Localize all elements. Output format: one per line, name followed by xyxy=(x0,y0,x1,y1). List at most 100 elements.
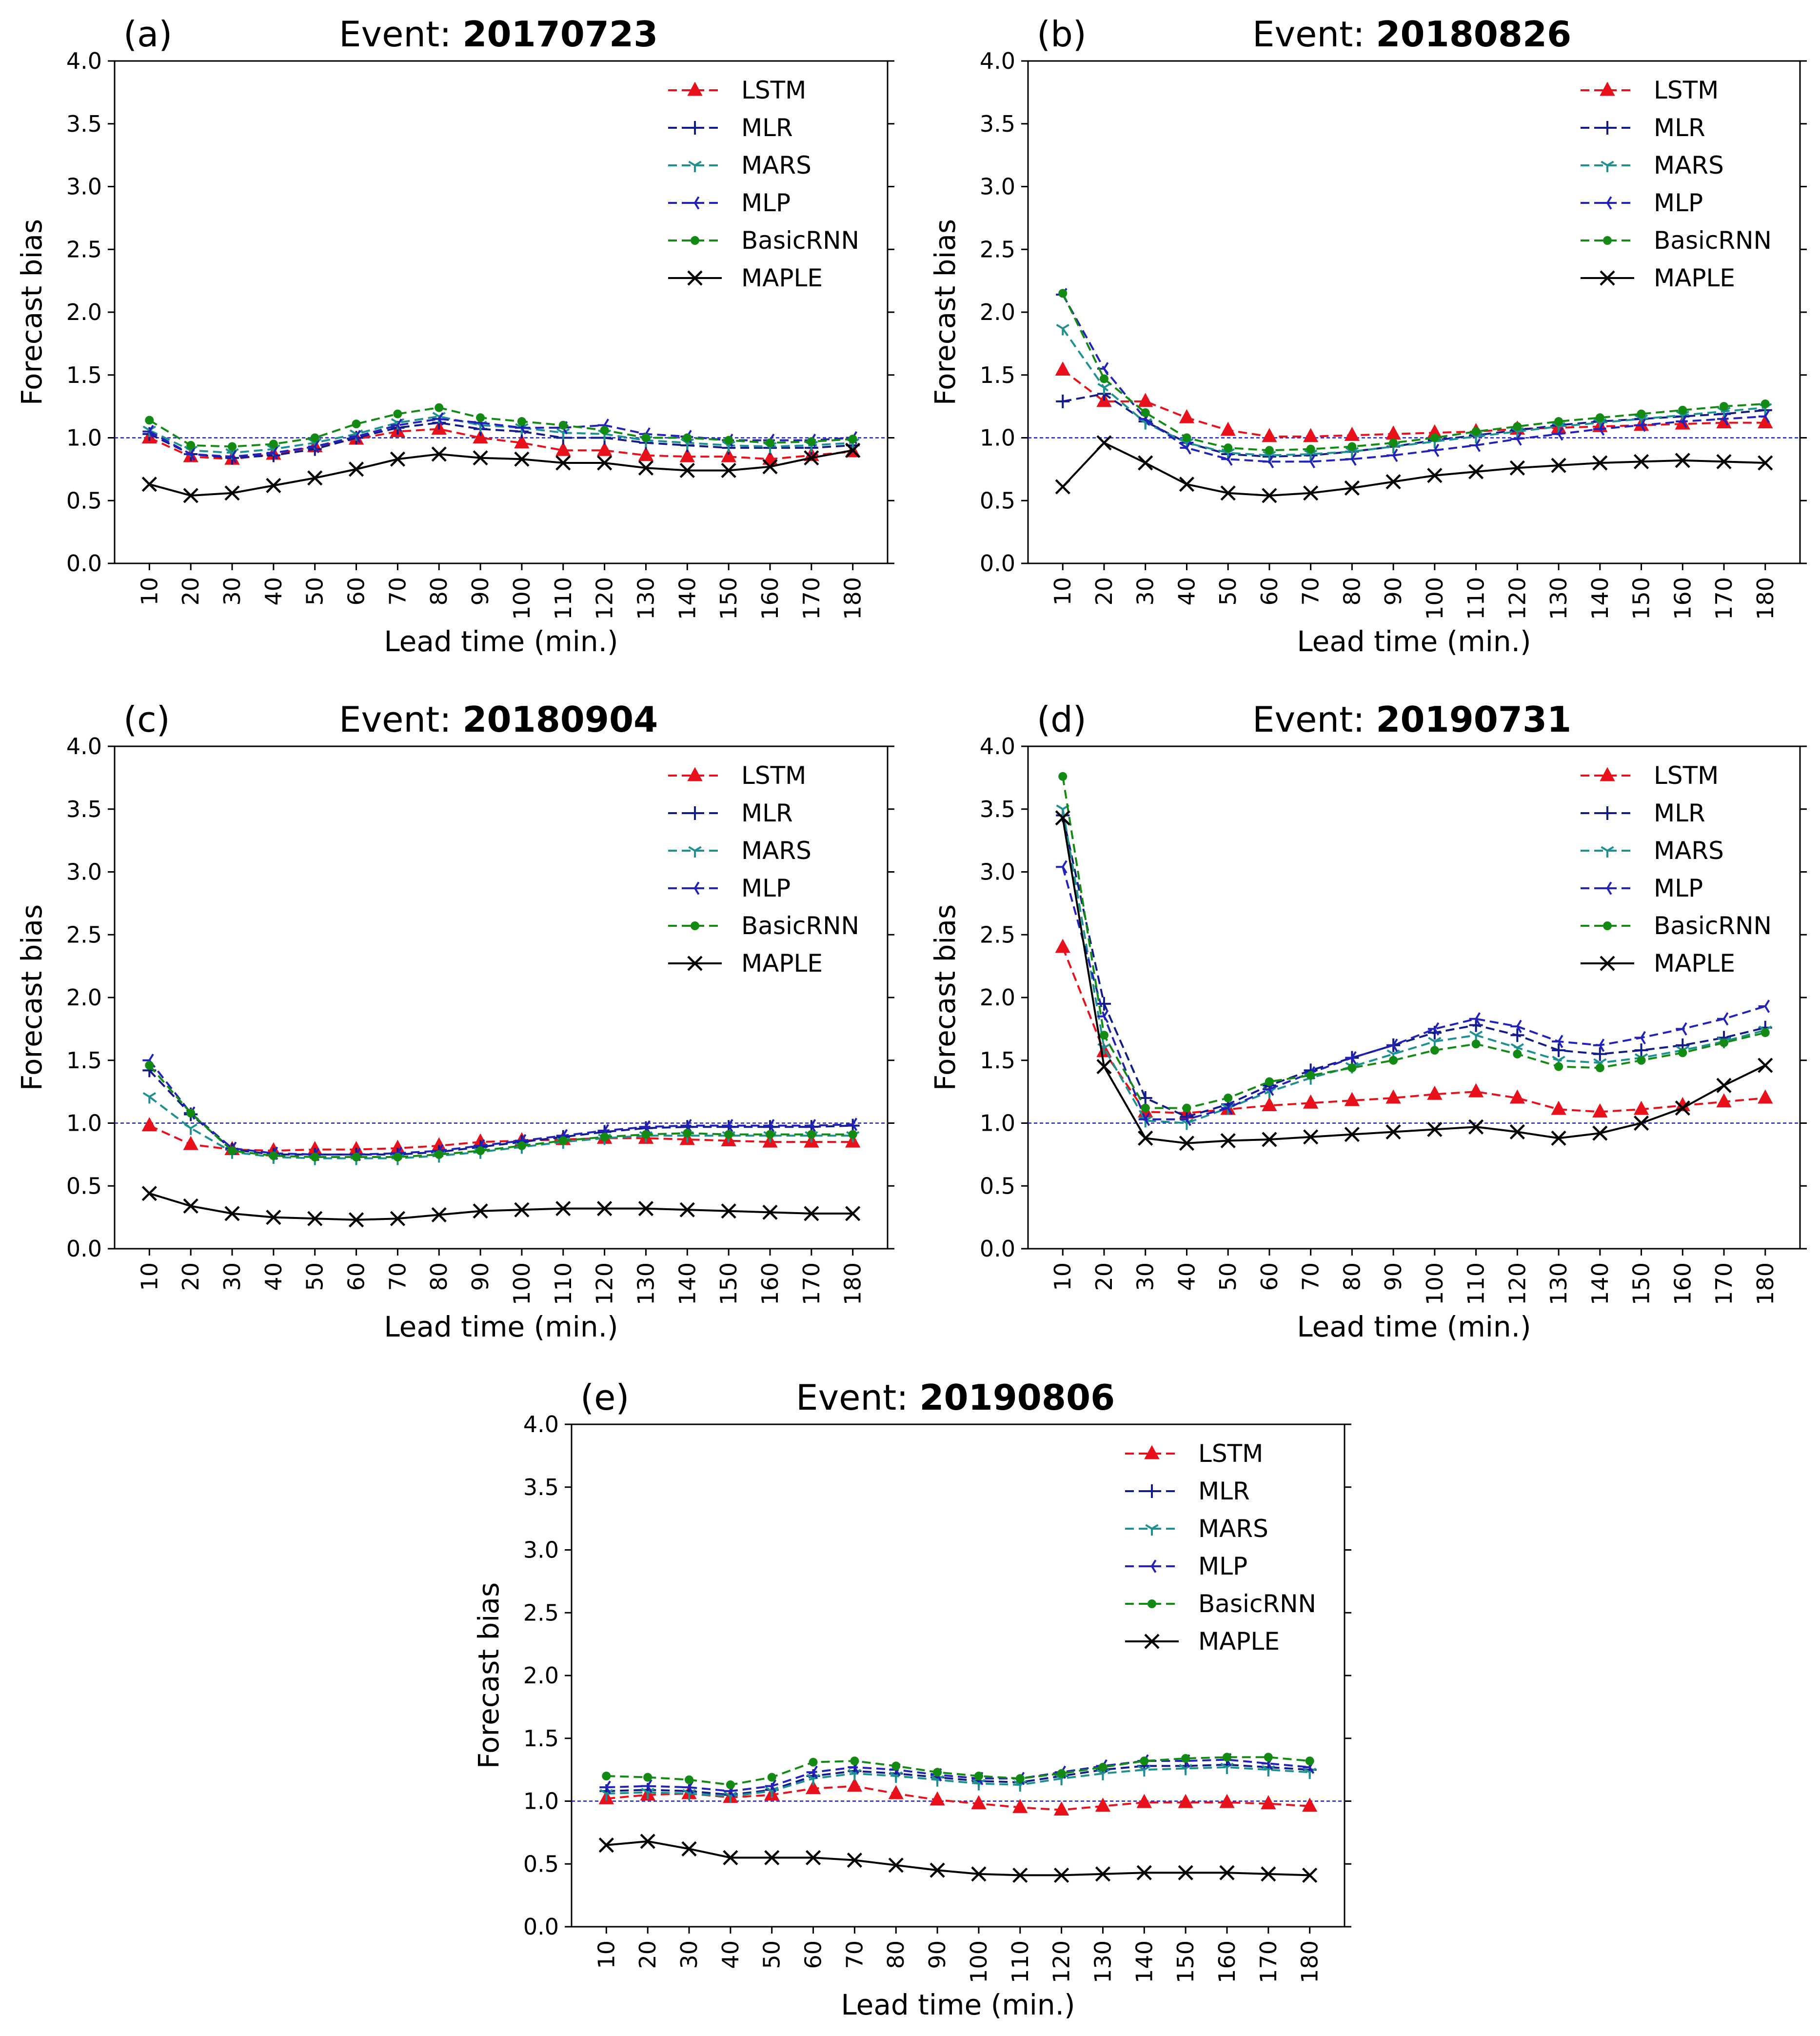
point-maple xyxy=(1262,1132,1277,1147)
point-maple xyxy=(1262,488,1277,503)
point-mlp xyxy=(1510,1019,1522,1033)
point-basicrnn xyxy=(1430,1046,1439,1055)
point-maple xyxy=(597,1201,613,1217)
point-basicrnn xyxy=(1471,427,1481,436)
series-line-lstm xyxy=(606,1785,1310,1811)
point-basicrnn xyxy=(765,438,774,447)
x-tick-label: 130 xyxy=(1089,1940,1116,1983)
point-maple xyxy=(638,460,654,476)
point-maple xyxy=(971,1866,987,1882)
x-axis-label: Lead time (min.) xyxy=(384,625,618,658)
point-mars xyxy=(724,1791,737,1803)
x-tick-label: 170 xyxy=(798,577,825,620)
x-tick-label: 30 xyxy=(1132,1262,1159,1291)
x-tick-label: 50 xyxy=(759,1940,785,1969)
x-tick-label: 90 xyxy=(924,1940,950,1969)
point-mlp xyxy=(225,450,237,463)
point-maple xyxy=(1220,485,1236,501)
point-basicrnn xyxy=(1057,1769,1066,1778)
point-mlr xyxy=(1056,394,1070,408)
legend-label-mlp: MLP xyxy=(1654,189,1703,217)
point-basicrnn xyxy=(1141,408,1150,417)
series-line-basicrnn xyxy=(149,406,853,448)
x-tick-label: 140 xyxy=(1587,1262,1613,1305)
point-mlp xyxy=(806,1765,818,1779)
x-tick-label: 70 xyxy=(384,577,411,606)
point-basicrnn xyxy=(1224,1094,1233,1102)
x-tick-label: 150 xyxy=(1628,1262,1655,1305)
point-mlp xyxy=(1056,860,1068,874)
x-tick-label: 70 xyxy=(841,1940,868,1969)
point-lstm xyxy=(1262,428,1277,442)
point-basicrnn xyxy=(683,433,692,442)
legend-marker-mlr xyxy=(1601,806,1614,820)
point-basicrnn xyxy=(1224,443,1233,453)
series-line-mlp xyxy=(149,418,853,458)
point-basicrnn xyxy=(145,1061,154,1070)
point-mlp xyxy=(1510,432,1522,446)
point-lstm xyxy=(888,1785,904,1799)
x-tick-label: 40 xyxy=(260,577,287,606)
point-mlp xyxy=(391,419,402,432)
x-tick-label: 50 xyxy=(1215,1262,1241,1291)
point-lstm xyxy=(1179,409,1195,423)
point-mlp xyxy=(763,1119,775,1133)
point-basicrnn xyxy=(435,1150,444,1159)
point-maple xyxy=(805,1850,821,1865)
point-lstm xyxy=(1261,1795,1276,1810)
point-lstm xyxy=(1592,1103,1608,1118)
point-basicrnn xyxy=(1637,1056,1646,1065)
point-mlp xyxy=(1221,452,1233,466)
series-line-mars xyxy=(606,1766,1310,1797)
point-maple xyxy=(224,1206,240,1221)
point-maple xyxy=(804,1206,819,1221)
point-mlp xyxy=(184,447,196,461)
point-maple xyxy=(762,459,778,475)
point-basicrnn xyxy=(1182,1103,1191,1113)
point-maple xyxy=(1012,1867,1028,1883)
point-basicrnn xyxy=(1265,446,1274,455)
point-maple xyxy=(390,451,405,467)
x-tick-label: 50 xyxy=(302,577,328,606)
x-tick-label: 180 xyxy=(840,1262,866,1305)
point-maple xyxy=(390,1211,405,1226)
x-tick-label: 10 xyxy=(1049,1262,1076,1291)
point-basicrnn xyxy=(1554,1062,1563,1071)
x-tick-label: 100 xyxy=(1422,1262,1448,1305)
legend-marker-lstm xyxy=(1600,81,1615,96)
x-tick-label: 160 xyxy=(1214,1940,1240,1983)
x-tick-label: 140 xyxy=(1131,1940,1157,1983)
y-tick-label: 2.5 xyxy=(523,1599,559,1626)
x-tick-label: 120 xyxy=(1504,1262,1530,1305)
legend-marker-basicrnn xyxy=(1147,1599,1156,1608)
point-basicrnn xyxy=(476,1146,485,1156)
point-maple xyxy=(1138,1130,1153,1146)
series-line-mlr xyxy=(1062,393,1765,458)
y-tick-label: 2.0 xyxy=(980,984,1015,1011)
x-tick-label: 140 xyxy=(674,1262,700,1305)
y-tick-label: 3.5 xyxy=(523,1474,559,1500)
y-tick-label: 2.0 xyxy=(66,299,102,325)
point-lstm xyxy=(1303,428,1319,442)
point-basicrnn xyxy=(1678,405,1687,415)
point-basicrnn xyxy=(1389,438,1398,447)
legend-marker-mlr xyxy=(1145,1484,1159,1498)
point-basicrnn xyxy=(310,433,319,442)
point-basicrnn xyxy=(848,435,857,444)
y-tick-label: 4.0 xyxy=(980,733,1015,759)
point-maple xyxy=(847,1852,862,1868)
legend-marker-mars xyxy=(688,160,702,172)
point-mars xyxy=(556,428,570,440)
point-maple xyxy=(1385,474,1401,490)
point-maple xyxy=(845,442,861,458)
y-tick-label: 1.5 xyxy=(66,362,102,388)
x-tick-label: 130 xyxy=(1545,577,1572,620)
point-basicrnn xyxy=(1513,1049,1522,1058)
point-maple xyxy=(1096,435,1112,451)
legend-marker-basicrnn xyxy=(1603,921,1612,930)
point-maple xyxy=(1344,1127,1360,1142)
point-basicrnn xyxy=(1595,413,1604,422)
point-basicrnn xyxy=(517,1141,526,1150)
point-basicrnn xyxy=(1099,1031,1108,1040)
point-lstm xyxy=(930,1791,945,1806)
